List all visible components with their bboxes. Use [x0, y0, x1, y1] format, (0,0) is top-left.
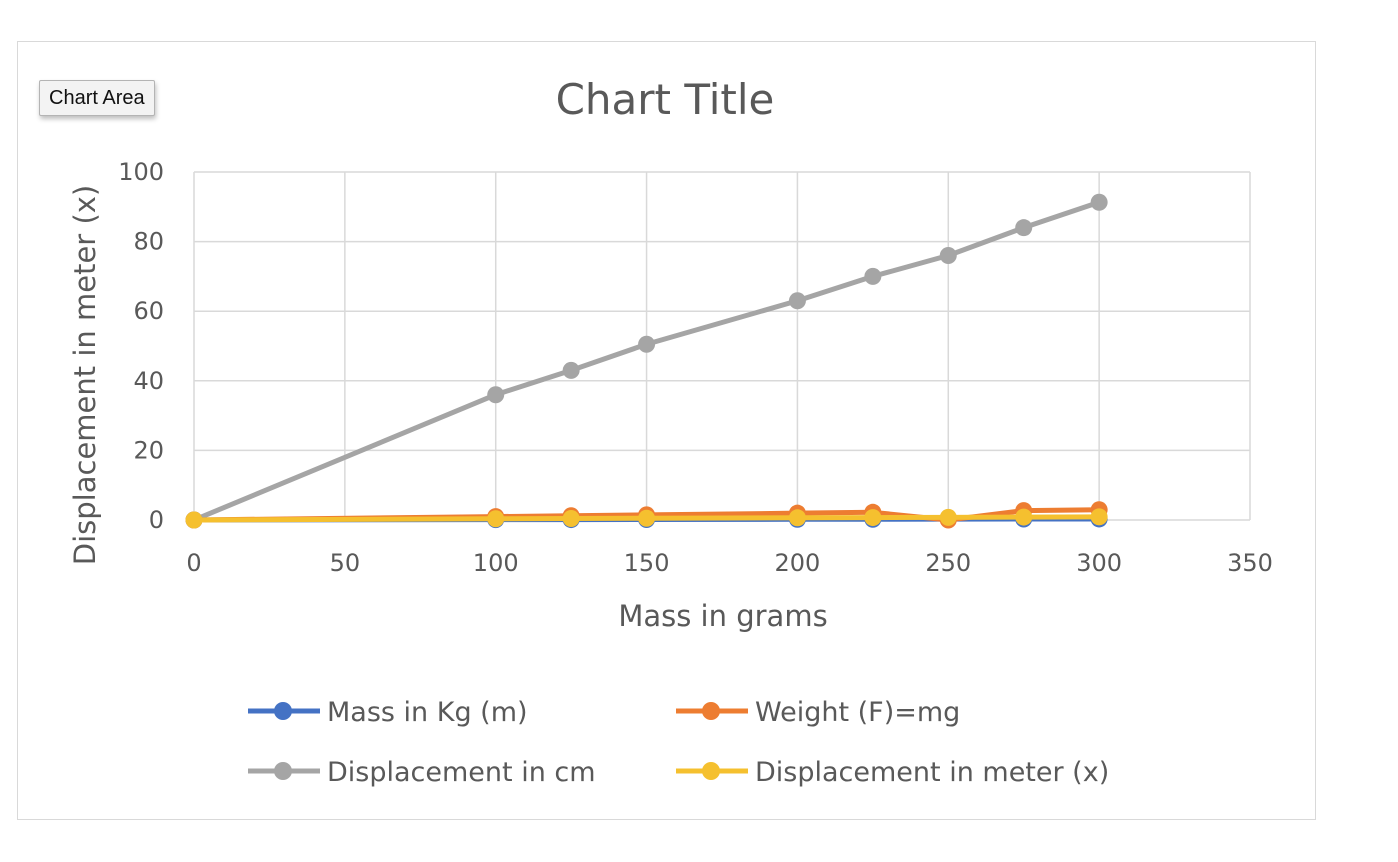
grid-lines [193, 171, 1251, 521]
legend-marker [702, 702, 720, 720]
y-tick-label: 100 [118, 158, 164, 186]
data-point[interactable] [864, 267, 882, 285]
data-point[interactable] [185, 511, 203, 529]
series-3[interactable] [185, 508, 1108, 529]
y-tick-labels: 0 20 40 60 80 100 [118, 158, 164, 534]
legend-marker [702, 762, 720, 780]
x-tick-label: 350 [1227, 549, 1273, 577]
data-point[interactable] [788, 509, 806, 527]
data-point[interactable] [487, 386, 505, 404]
legend-item[interactable]: Mass in Kg (m) [248, 697, 528, 728]
x-axis-title[interactable]: Mass in grams [618, 599, 827, 633]
legend-marker [274, 762, 292, 780]
data-point[interactable] [487, 510, 505, 528]
x-tick-label: 300 [1076, 549, 1122, 577]
legend-item[interactable]: Displacement in cm [248, 757, 596, 788]
data-point[interactable] [864, 509, 882, 527]
x-tick-labels: 0 50 100 150 200 250 300 350 [186, 549, 1273, 577]
y-tick-label: 0 [149, 506, 164, 534]
data-point[interactable] [1015, 508, 1033, 526]
x-tick-label: 50 [330, 549, 361, 577]
data-point[interactable] [1015, 219, 1033, 237]
x-tick-label: 200 [775, 549, 821, 577]
legend-marker [274, 702, 292, 720]
x-tick-label: 0 [186, 549, 201, 577]
legend-label: Displacement in meter (x) [755, 757, 1109, 788]
legend-label: Weight (F)=mg [755, 697, 960, 728]
chart-title[interactable]: Chart Title [556, 75, 775, 124]
y-tick-label: 60 [133, 297, 164, 325]
legend-item[interactable]: Displacement in meter (x) [676, 757, 1109, 788]
legend-item[interactable]: Weight (F)=mg [676, 697, 960, 728]
data-point[interactable] [939, 508, 957, 526]
data-point[interactable] [638, 335, 656, 353]
x-tick-label: 250 [925, 549, 971, 577]
data-point[interactable] [939, 247, 957, 265]
data-point[interactable] [788, 292, 806, 310]
data-point[interactable] [638, 509, 656, 527]
y-tick-label: 40 [133, 367, 164, 395]
legend-label: Mass in Kg (m) [327, 697, 528, 728]
series-layer [185, 193, 1108, 529]
y-tick-label: 20 [133, 436, 164, 464]
x-tick-label: 150 [624, 549, 670, 577]
y-tick-label: 80 [133, 228, 164, 256]
data-point[interactable] [1090, 193, 1108, 211]
legend: Mass in Kg (m) Weight (F)=mg Displacement … [248, 697, 1109, 788]
data-point[interactable] [1090, 508, 1108, 526]
legend-label: Displacement in cm [327, 757, 596, 788]
y-axis-title[interactable]: Displacement in meter (x) [68, 185, 102, 565]
x-tick-label: 100 [473, 549, 519, 577]
data-point[interactable] [562, 510, 580, 528]
data-point[interactable] [562, 361, 580, 379]
chart-area-tooltip: Chart Area [39, 80, 155, 116]
series-2[interactable] [185, 193, 1108, 529]
